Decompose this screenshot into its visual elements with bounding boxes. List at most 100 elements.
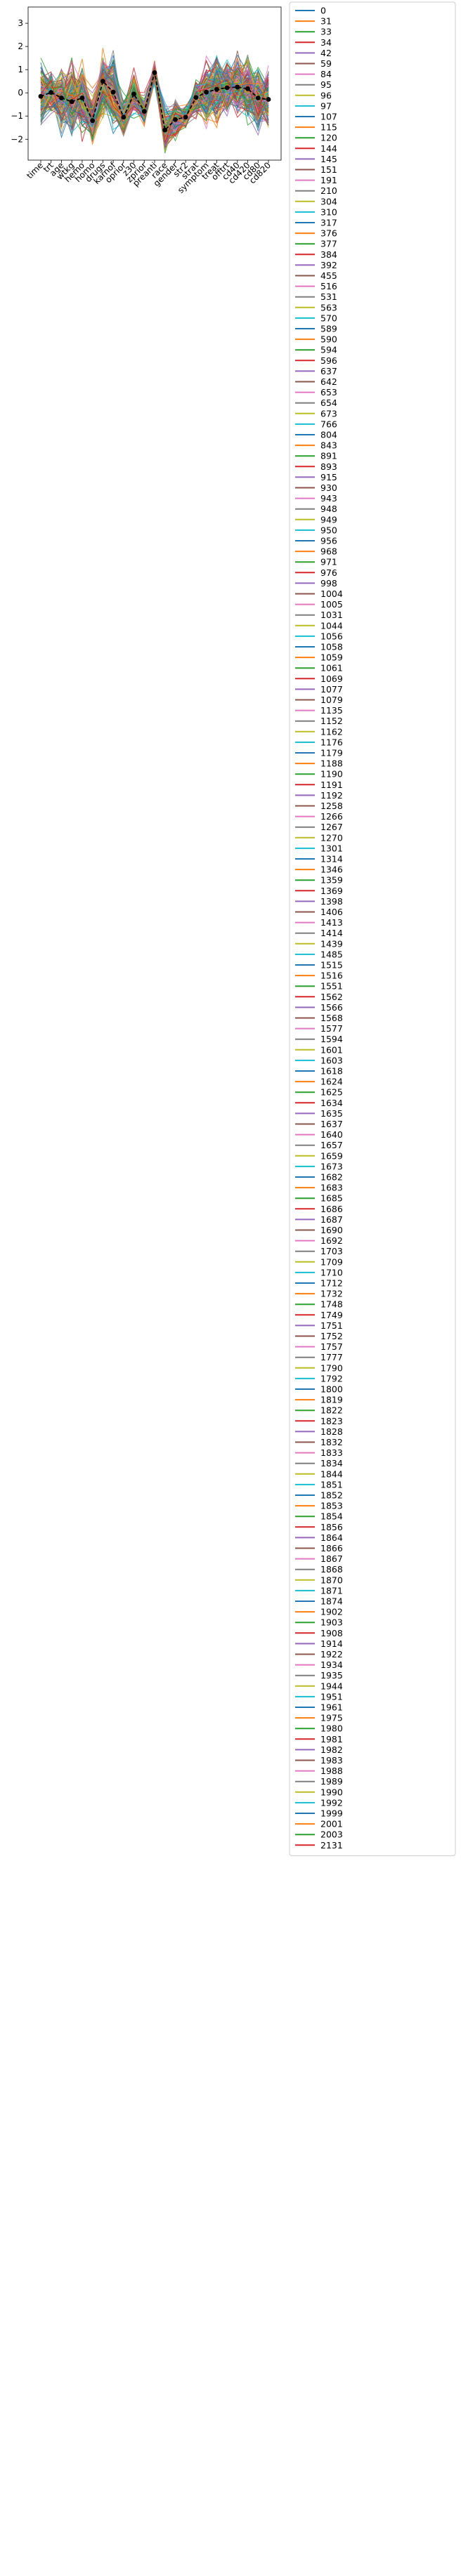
legend-entry-766: 766 xyxy=(320,419,337,429)
legend-entry-1624: 1624 xyxy=(320,1077,343,1087)
legend-entry-1864: 1864 xyxy=(320,1532,343,1543)
legend-entry-1562: 1562 xyxy=(320,992,343,1002)
legend-entry-384: 384 xyxy=(320,249,337,260)
y-tick-label: 0 xyxy=(18,88,23,98)
legend-entry-1551: 1551 xyxy=(320,981,343,992)
legend-entry-1692: 1692 xyxy=(320,1235,343,1246)
legend-entry-1834: 1834 xyxy=(320,1458,343,1468)
mean-point-cd80 xyxy=(255,96,261,100)
y-tick-label: 3 xyxy=(18,18,23,28)
legend-entry-392: 392 xyxy=(320,260,337,270)
series-line-2003 xyxy=(40,69,269,131)
legend-entry-1790: 1790 xyxy=(320,1362,343,1373)
legend-entry-1058: 1058 xyxy=(320,642,343,652)
legend-entry-1618: 1618 xyxy=(320,1066,343,1077)
legend-entry-1516: 1516 xyxy=(320,971,343,981)
legend-entry-1757: 1757 xyxy=(320,1341,343,1352)
legend-entry-1833: 1833 xyxy=(320,1447,343,1458)
series-line-1902 xyxy=(40,58,269,131)
legend-entry-144: 144 xyxy=(320,143,337,154)
legend-entry-804: 804 xyxy=(320,430,337,440)
legend-entry-1690: 1690 xyxy=(320,1225,343,1235)
legend-entry-1867: 1867 xyxy=(320,1553,343,1564)
legend-entry-1749: 1749 xyxy=(320,1310,343,1320)
legend-entry-1077: 1077 xyxy=(320,684,343,695)
mean-point-offtrt xyxy=(224,85,230,91)
legend-entry-1822: 1822 xyxy=(320,1405,343,1416)
legend-entry-1800: 1800 xyxy=(320,1384,343,1395)
legend-entry-915: 915 xyxy=(320,472,337,482)
legend-entry-1712: 1712 xyxy=(320,1278,343,1289)
legend-entry-1908: 1908 xyxy=(320,1628,343,1638)
legend-entry-1191: 1191 xyxy=(320,780,343,790)
legend-entry-84: 84 xyxy=(320,69,332,79)
mean-point-cd820 xyxy=(266,97,271,102)
legend-entry-1871: 1871 xyxy=(320,1585,343,1596)
legend-entry-1135: 1135 xyxy=(320,705,343,716)
legend-entry-1004: 1004 xyxy=(320,589,343,599)
legend-entry-1056: 1056 xyxy=(320,631,343,641)
legend-entry-1673: 1673 xyxy=(320,1161,343,1171)
legend-entry-1902: 1902 xyxy=(320,1607,343,1617)
legend-entry-971: 971 xyxy=(320,557,337,567)
legend-entry-1406: 1406 xyxy=(320,907,343,917)
mean-point-z30 xyxy=(131,91,136,97)
legend-entry-1981: 1981 xyxy=(320,1734,343,1744)
legend-entry-1944: 1944 xyxy=(320,1681,343,1691)
legend: 0313334425984959697107115120144145151191… xyxy=(289,1,456,1856)
legend-entry-1179: 1179 xyxy=(320,748,343,758)
y-tick-label: −2 xyxy=(11,134,23,144)
legend-entry-998: 998 xyxy=(320,578,337,589)
legend-entry-1061: 1061 xyxy=(320,663,343,673)
legend-entry-1935: 1935 xyxy=(320,1670,343,1681)
legend-entry-31: 31 xyxy=(320,16,332,27)
legend-entry-1988: 1988 xyxy=(320,1766,343,1776)
legend-entry-950: 950 xyxy=(320,525,337,535)
legend-entry-1515: 1515 xyxy=(320,960,343,971)
legend-entry-1732: 1732 xyxy=(320,1289,343,1299)
mean-point-cd420 xyxy=(245,86,250,91)
legend-entry-1710: 1710 xyxy=(320,1267,343,1277)
legend-entry-1751: 1751 xyxy=(320,1320,343,1331)
legend-entry-95: 95 xyxy=(320,79,332,90)
mean-point-hemo xyxy=(79,96,85,100)
legend-entry-1601: 1601 xyxy=(320,1044,343,1055)
legend-entry-1267: 1267 xyxy=(320,822,343,832)
legend-entry-42: 42 xyxy=(320,48,332,58)
legend-entry-948: 948 xyxy=(320,504,337,514)
mean-point-karnof xyxy=(110,89,116,95)
legend-entry-1359: 1359 xyxy=(320,875,343,886)
mean-point-wtkg xyxy=(69,99,74,105)
mean-point-age xyxy=(59,96,64,100)
legend-entry-1914: 1914 xyxy=(320,1638,343,1649)
legend-entry-310: 310 xyxy=(320,206,337,217)
legend-entry-531: 531 xyxy=(320,291,337,302)
legend-entry-455: 455 xyxy=(320,270,337,281)
legend-entry-1844: 1844 xyxy=(320,1468,343,1479)
legend-entry-33: 33 xyxy=(320,27,332,37)
legend-entry-1999: 1999 xyxy=(320,1808,343,1819)
legend-entry-1982: 1982 xyxy=(320,1744,343,1755)
legend-entry-1866: 1866 xyxy=(320,1543,343,1553)
mean-point-treat xyxy=(214,86,219,92)
legend-entry-642: 642 xyxy=(320,376,337,387)
series-line-2001 xyxy=(40,76,269,140)
legend-entry-596: 596 xyxy=(320,355,337,366)
legend-entry-376: 376 xyxy=(320,228,337,239)
legend-entry-2003: 2003 xyxy=(320,1829,343,1840)
legend-entry-563: 563 xyxy=(320,302,337,313)
legend-entry-1975: 1975 xyxy=(320,1713,343,1723)
legend-entry-1594: 1594 xyxy=(320,1034,343,1044)
legend-entry-1868: 1868 xyxy=(320,1564,343,1575)
legend-entry-968: 968 xyxy=(320,546,337,557)
legend-entry-1566: 1566 xyxy=(320,1002,343,1013)
legend-entry-1828: 1828 xyxy=(320,1426,343,1437)
legend-entry-590: 590 xyxy=(320,334,337,345)
mean-point-race xyxy=(162,127,168,133)
legend-entry-1005: 1005 xyxy=(320,599,343,610)
legend-entry-1192: 1192 xyxy=(320,790,343,801)
legend-entry-1258: 1258 xyxy=(320,801,343,811)
legend-entry-2001: 2001 xyxy=(320,1819,343,1829)
legend-entry-2131: 2131 xyxy=(320,1840,343,1851)
